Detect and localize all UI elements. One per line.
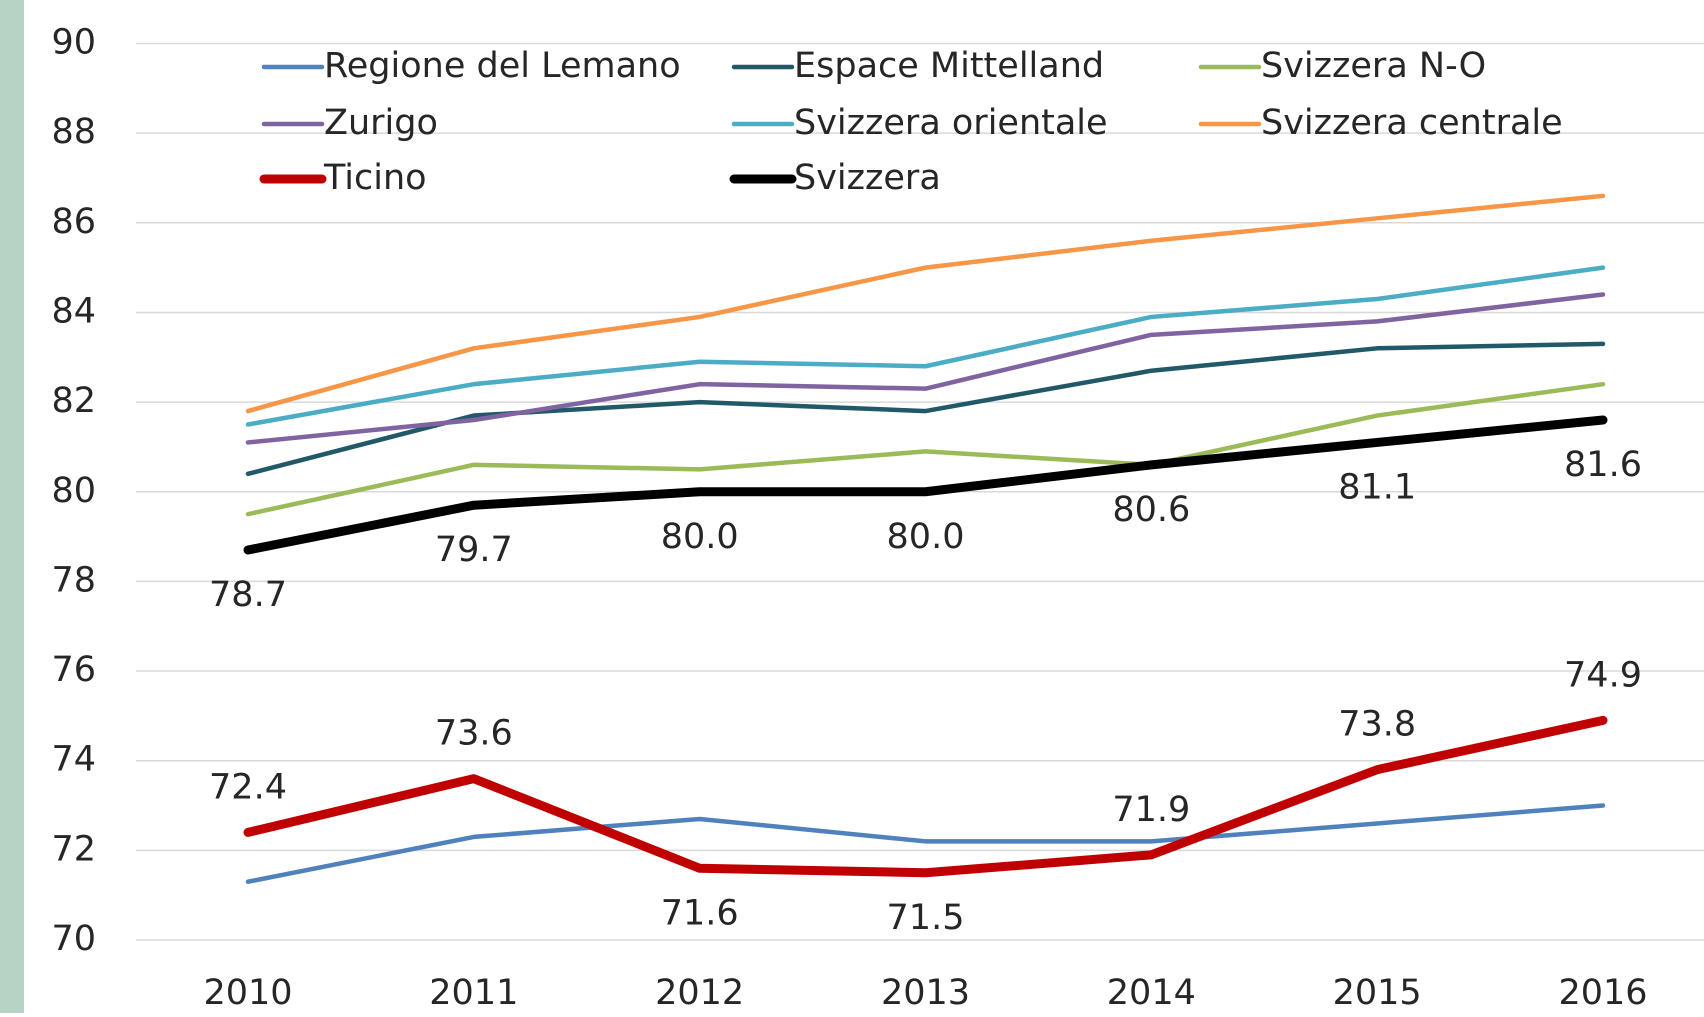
data-label: 80.6 [1112,490,1190,530]
data-label: 81.1 [1338,467,1416,507]
x-tick-label: 2015 [1333,973,1422,1013]
data-label: 74.9 [1564,655,1642,695]
y-tick-label: 86 [51,202,96,242]
series-line [245,265,1606,427]
series-line [245,193,1606,414]
y-tick-label: 74 [51,740,96,780]
data-label: 72.4 [209,767,287,807]
x-tick-label: 2011 [429,973,518,1013]
legend-label: Regione del Lemano [324,46,681,86]
y-tick-label: 80 [51,471,96,511]
series-line [245,803,1606,884]
data-label: 71.5 [887,898,965,938]
legend-label: Svizzera N-O [1261,46,1486,86]
y-tick-label: 76 [51,650,96,690]
series-line [245,292,1606,445]
data-label: 73.8 [1338,705,1416,745]
data-label: 71.6 [661,893,739,933]
series-line [245,341,1606,477]
x-tick-label: 2012 [655,973,744,1013]
legend-label: Svizzera orientale [794,103,1108,143]
data-label: 80.0 [661,517,739,557]
y-tick-label: 82 [51,381,96,421]
side-band [0,0,24,1013]
x-tick-label: 2016 [1558,973,1647,1013]
y-tick-label: 72 [51,829,96,869]
y-tick-label: 84 [51,291,96,331]
legend-label: Zurigo [324,103,438,143]
data-label: 78.7 [209,575,287,615]
data-label: 71.9 [1112,790,1190,830]
data-label: 80.0 [887,517,965,557]
legend-label: Ticino [323,158,427,198]
legend-label: Svizzera [794,158,941,198]
y-tick-label: 88 [51,112,96,152]
x-tick-label: 2014 [1107,973,1196,1013]
y-tick-label: 78 [51,560,96,600]
data-label: 81.6 [1564,445,1642,485]
y-tick-label: 70 [51,919,96,959]
legend-label: Espace Mittelland [794,46,1104,86]
data-label: 73.6 [435,714,513,754]
x-tick-label: 2013 [881,973,970,1013]
y-tick-label: 90 [51,23,96,63]
legend-label: Svizzera centrale [1261,103,1563,143]
series-line [245,381,1606,517]
data-label: 79.7 [435,530,513,570]
x-tick-label: 2010 [203,973,292,1013]
series-line [243,415,1608,555]
series-line [243,715,1608,878]
